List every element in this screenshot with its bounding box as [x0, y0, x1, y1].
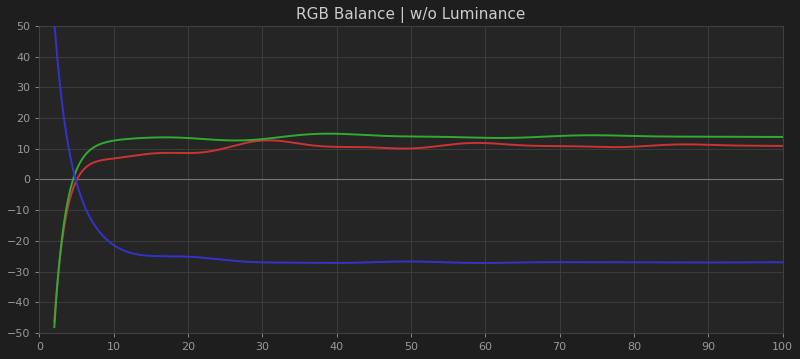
- Title: RGB Balance | w/o Luminance: RGB Balance | w/o Luminance: [296, 7, 526, 23]
